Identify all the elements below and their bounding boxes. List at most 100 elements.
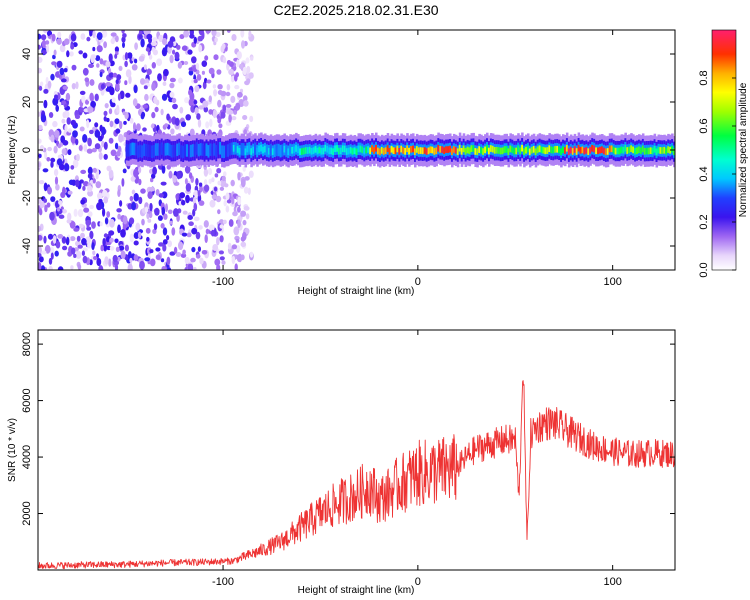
spectrogram-noise-cell: [236, 254, 242, 262]
spectrogram-noise-cell: [216, 237, 220, 246]
spectrogram-ridge-cell: [562, 146, 565, 154]
spectrogram-noise-cell: [38, 124, 43, 131]
spectrogram-noise-cell: [131, 64, 138, 71]
spectrogram-ridge-cell: [223, 148, 226, 156]
spectrogram-noise-cell: [149, 249, 154, 254]
spectrogram-noise-cell: [160, 258, 165, 263]
spectrogram-noise-cell: [226, 84, 231, 91]
spectrogram-noise-cell: [217, 180, 222, 186]
spectrogram-noise-cell: [193, 78, 198, 84]
spectrogram-noise-cell: [133, 192, 139, 202]
spectrogram-ridge-cell: [532, 146, 536, 153]
colorbar-title: Normalized spectral amplitude: [738, 82, 749, 217]
spectrogram-noise-cell: [247, 187, 251, 195]
spectrogram-noise-cell: [161, 93, 168, 101]
spectrogram-ridge-cell: [527, 145, 530, 153]
spectrogram-ridge-cell: [302, 147, 306, 155]
spectrogram-ridge-cell: [655, 148, 659, 156]
spectrogram-ridge-cell: [398, 148, 401, 155]
spectrogram-ridge-cell: [610, 145, 614, 153]
spectrogram-noise-cell: [84, 77, 90, 83]
spectrogram-noise-cell: [169, 91, 175, 98]
spectrogram-noise-cell: [163, 213, 168, 220]
spectrogram-ridge-cell: [437, 144, 440, 152]
spectrogram-ridge-cell: [211, 146, 214, 154]
spectrogram-noise-cell: [146, 212, 150, 220]
spectrogram-noise-cell: [225, 205, 230, 213]
spectrogram-noise-cell: [206, 79, 212, 84]
spectrogram-noise-cell: [117, 224, 121, 234]
spectrogram-noise-cell: [66, 219, 72, 224]
spectrogram-ridge-cell: [133, 145, 137, 153]
spectrogram-noise-cell: [62, 111, 67, 119]
spectrogram-noise-cell: [80, 199, 86, 205]
spectrogram-noise-cell: [160, 108, 164, 116]
spectrogram-noise-cell: [134, 42, 139, 50]
spectrogram-noise-cell: [49, 211, 55, 221]
spectrogram-noise-cell: [124, 244, 129, 252]
spectrogram-ridge-cell: [534, 148, 538, 156]
spectrogram-ridge-cell: [665, 147, 668, 155]
spectrogram-noise-cell: [151, 123, 155, 129]
spectrogram-ridge-cell: [661, 147, 664, 154]
spectrogram-ridge-cell: [147, 147, 150, 155]
spectrogram-ridge-cell: [425, 148, 429, 155]
spectrogram-noise-cell: [82, 255, 88, 264]
spectrogram-noise-cell: [55, 104, 59, 112]
spectrogram-noise-cell: [80, 169, 87, 174]
spectrogram-noise-cell: [101, 30, 108, 38]
spectrogram-noise-cell: [61, 148, 67, 155]
spectrogram-ridge-cell: [378, 148, 382, 156]
spectrogram-noise-cell: [48, 257, 53, 265]
spectrogram-noise-cell: [194, 85, 200, 93]
spectrogram-noise-cell: [101, 126, 106, 136]
spectrogram-ridge-cell: [289, 146, 292, 154]
spectrogram-ridge-cell: [265, 147, 269, 154]
spectrogram-noise-cell: [225, 192, 230, 201]
spectrogram-noise-cell: [41, 39, 46, 49]
spectrogram-noise-cell: [57, 266, 64, 270]
spectrogram-noise-cell: [127, 251, 132, 260]
spectrogram-noise-cell: [154, 207, 160, 216]
spectrogram-noise-cell: [160, 223, 165, 229]
spectrogram-noise-cell: [245, 57, 250, 64]
spectrogram-ridge-cell: [213, 146, 216, 153]
spectrogram-noise-cell: [50, 157, 56, 163]
snr-y-axis-title: SNR (10 * v/v): [7, 418, 18, 482]
y-tick-label: -20: [21, 190, 33, 206]
spectrogram-noise-cell: [143, 85, 148, 90]
spectrogram-ridge-cell: [466, 146, 470, 154]
spectrogram-noise-cell: [62, 186, 66, 195]
y-tick-label: 2000: [21, 501, 33, 525]
spectrogram-noise-cell: [208, 224, 215, 232]
spectrogram-noise-cell: [138, 34, 143, 40]
spectrogram-noise-cell: [244, 228, 250, 235]
spectrogram-noise-cell: [242, 95, 248, 102]
spectrogram-noise-cell: [223, 171, 227, 177]
spectrogram-ridge-cell: [651, 147, 655, 155]
spectrogram-noise-cell: [234, 263, 238, 270]
spectrogram-noise-cell: [179, 192, 186, 199]
spectrogram-ridge-cell: [127, 147, 131, 154]
spectrogram-noise-cell: [208, 95, 212, 103]
spectrogram-ridge-cell: [365, 146, 368, 154]
spectrogram-ridge-cell: [361, 146, 364, 154]
spectrogram-noise-cell: [149, 258, 156, 267]
spectrogram-ridge-cell: [151, 148, 154, 155]
spectrogram-noise-cell: [191, 227, 198, 235]
spectrogram-noise-cell: [89, 92, 94, 102]
spectrogram-noise-cell: [53, 130, 60, 138]
spectrogram-noise-cell: [114, 46, 119, 53]
spectrogram-ridge-cell: [186, 147, 189, 154]
spectrogram-noise-cell: [178, 241, 184, 251]
spectrogram-noise-cell: [110, 149, 117, 157]
spectrogram-ridge-cell: [476, 148, 479, 156]
spectrogram-noise-cell: [233, 226, 240, 236]
spectrogram-noise-cell: [61, 100, 67, 105]
spectrogram-ridge-cell: [599, 146, 602, 154]
spectrogram-noise-cell: [120, 229, 126, 238]
spectrogram-noise-cell: [139, 260, 145, 270]
spectrogram-ridge-cell: [283, 145, 286, 153]
spectrogram-noise-cell: [53, 168, 59, 177]
colorbar-tick-label: 0.2: [698, 214, 710, 229]
